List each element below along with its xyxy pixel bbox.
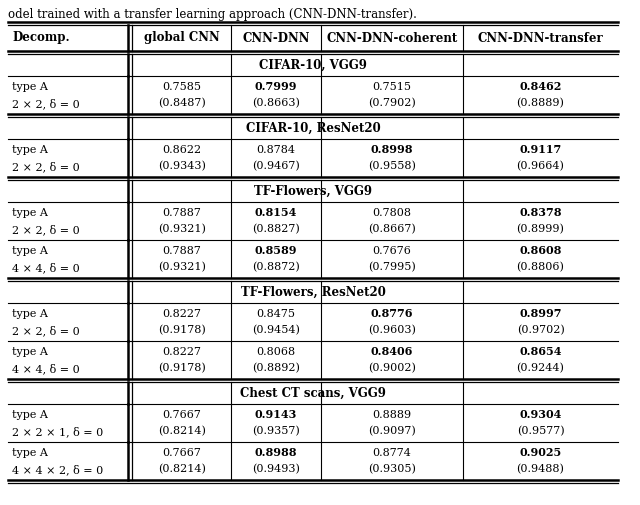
- Text: (0.9702): (0.9702): [516, 325, 564, 335]
- Text: type A: type A: [12, 144, 48, 155]
- Text: (0.8827): (0.8827): [252, 224, 300, 234]
- Text: type A: type A: [12, 208, 48, 218]
- Text: (0.9493): (0.9493): [252, 464, 300, 475]
- Text: (0.9664): (0.9664): [516, 161, 564, 172]
- Text: 0.8589: 0.8589: [255, 245, 297, 256]
- Text: 0.8475: 0.8475: [257, 309, 296, 319]
- Text: 0.8378: 0.8378: [519, 207, 562, 218]
- Text: odel trained with a transfer learning approach (CNN-DNN-transfer).: odel trained with a transfer learning ap…: [8, 8, 417, 21]
- Text: 0.8774: 0.8774: [372, 447, 412, 458]
- Text: (0.8872): (0.8872): [252, 262, 300, 273]
- Text: (0.8667): (0.8667): [368, 224, 416, 234]
- Text: 0.8622: 0.8622: [163, 144, 202, 155]
- Text: 0.7999: 0.7999: [255, 81, 297, 92]
- Text: global CNN: global CNN: [144, 31, 220, 44]
- Text: 0.9304: 0.9304: [519, 409, 562, 420]
- Text: 0.9143: 0.9143: [255, 409, 297, 420]
- Text: CNN-DNN: CNN-DNN: [243, 31, 310, 44]
- Text: (0.9603): (0.9603): [368, 325, 416, 335]
- Text: (0.8806): (0.8806): [516, 262, 564, 273]
- Text: 0.7667: 0.7667: [163, 410, 202, 420]
- Text: (0.8663): (0.8663): [252, 98, 300, 109]
- Text: 2 × 2 × 1, δ = 0: 2 × 2 × 1, δ = 0: [12, 426, 103, 437]
- Text: 0.9117: 0.9117: [520, 144, 562, 155]
- Text: 0.8227: 0.8227: [163, 309, 202, 319]
- Text: 0.8462: 0.8462: [519, 81, 562, 92]
- Text: type A: type A: [12, 410, 48, 420]
- Text: (0.8999): (0.8999): [516, 224, 564, 234]
- Text: 0.7676: 0.7676: [372, 245, 412, 256]
- Text: 0.7667: 0.7667: [163, 447, 202, 458]
- Text: TF-Flowers, ResNet20: TF-Flowers, ResNet20: [241, 285, 385, 298]
- Text: (0.8892): (0.8892): [252, 363, 300, 374]
- Text: 0.7887: 0.7887: [163, 245, 202, 256]
- Text: 0.8406: 0.8406: [371, 346, 413, 357]
- Text: type A: type A: [12, 245, 48, 256]
- Text: 2 × 2, δ = 0: 2 × 2, δ = 0: [12, 161, 80, 172]
- Text: CIFAR-10, VGG9: CIFAR-10, VGG9: [259, 59, 367, 72]
- Text: (0.9178): (0.9178): [158, 325, 206, 335]
- Text: (0.8487): (0.8487): [158, 98, 206, 109]
- Text: 4 × 4, δ = 0: 4 × 4, δ = 0: [12, 262, 80, 273]
- Text: 0.8154: 0.8154: [255, 207, 297, 218]
- Text: type A: type A: [12, 82, 48, 91]
- Text: (0.9577): (0.9577): [516, 426, 564, 436]
- Text: (0.9343): (0.9343): [158, 161, 206, 172]
- Text: type A: type A: [12, 309, 48, 319]
- Text: 4 × 4 × 2, δ = 0: 4 × 4 × 2, δ = 0: [12, 464, 103, 475]
- Text: (0.9454): (0.9454): [252, 325, 300, 335]
- Text: 0.8068: 0.8068: [257, 346, 296, 357]
- Text: 0.8998: 0.8998: [371, 144, 413, 155]
- Text: 0.8776: 0.8776: [371, 308, 413, 319]
- Text: 0.9025: 0.9025: [520, 447, 562, 458]
- Text: 2 × 2, δ = 0: 2 × 2, δ = 0: [12, 98, 80, 109]
- Text: 2 × 2, δ = 0: 2 × 2, δ = 0: [12, 224, 80, 235]
- Text: TF-Flowers, VGG9: TF-Flowers, VGG9: [254, 184, 372, 197]
- Text: CNN-DNN-coherent: CNN-DNN-coherent: [326, 31, 458, 44]
- Text: (0.8214): (0.8214): [158, 426, 206, 436]
- Text: 0.8227: 0.8227: [163, 346, 202, 357]
- Text: 0.7887: 0.7887: [163, 208, 202, 218]
- Text: (0.8214): (0.8214): [158, 464, 206, 475]
- Text: 0.8889: 0.8889: [372, 410, 412, 420]
- Text: Decomp.: Decomp.: [12, 31, 70, 44]
- Text: (0.9321): (0.9321): [158, 262, 206, 273]
- Text: (0.7995): (0.7995): [368, 262, 416, 273]
- Text: (0.9244): (0.9244): [516, 363, 564, 374]
- Text: 0.8997: 0.8997: [519, 308, 562, 319]
- Text: 2 × 2, δ = 0: 2 × 2, δ = 0: [12, 325, 80, 336]
- Text: (0.7902): (0.7902): [368, 98, 416, 109]
- Text: (0.9321): (0.9321): [158, 224, 206, 234]
- Text: (0.9305): (0.9305): [368, 464, 416, 475]
- Text: (0.9178): (0.9178): [158, 363, 206, 374]
- Text: 4 × 4, δ = 0: 4 × 4, δ = 0: [12, 363, 80, 374]
- Text: Chest CT scans, VGG9: Chest CT scans, VGG9: [240, 386, 386, 399]
- Text: (0.8889): (0.8889): [516, 98, 564, 109]
- Text: 0.7808: 0.7808: [372, 208, 412, 218]
- Text: type A: type A: [12, 447, 48, 458]
- Text: (0.9467): (0.9467): [252, 161, 300, 172]
- Text: (0.9357): (0.9357): [252, 426, 300, 436]
- Text: (0.9558): (0.9558): [368, 161, 416, 172]
- Text: (0.9097): (0.9097): [368, 426, 416, 436]
- Text: CNN-DNN-transfer: CNN-DNN-transfer: [477, 31, 604, 44]
- Text: CIFAR-10, ResNet20: CIFAR-10, ResNet20: [246, 122, 380, 134]
- Text: 0.7585: 0.7585: [163, 82, 202, 91]
- Text: 0.8784: 0.8784: [257, 144, 296, 155]
- Text: 0.8654: 0.8654: [519, 346, 562, 357]
- Text: 0.8608: 0.8608: [519, 245, 562, 256]
- Text: type A: type A: [12, 346, 48, 357]
- Text: (0.9488): (0.9488): [516, 464, 564, 475]
- Text: 0.8988: 0.8988: [255, 447, 297, 458]
- Text: 0.7515: 0.7515: [372, 82, 412, 91]
- Text: (0.9002): (0.9002): [368, 363, 416, 374]
